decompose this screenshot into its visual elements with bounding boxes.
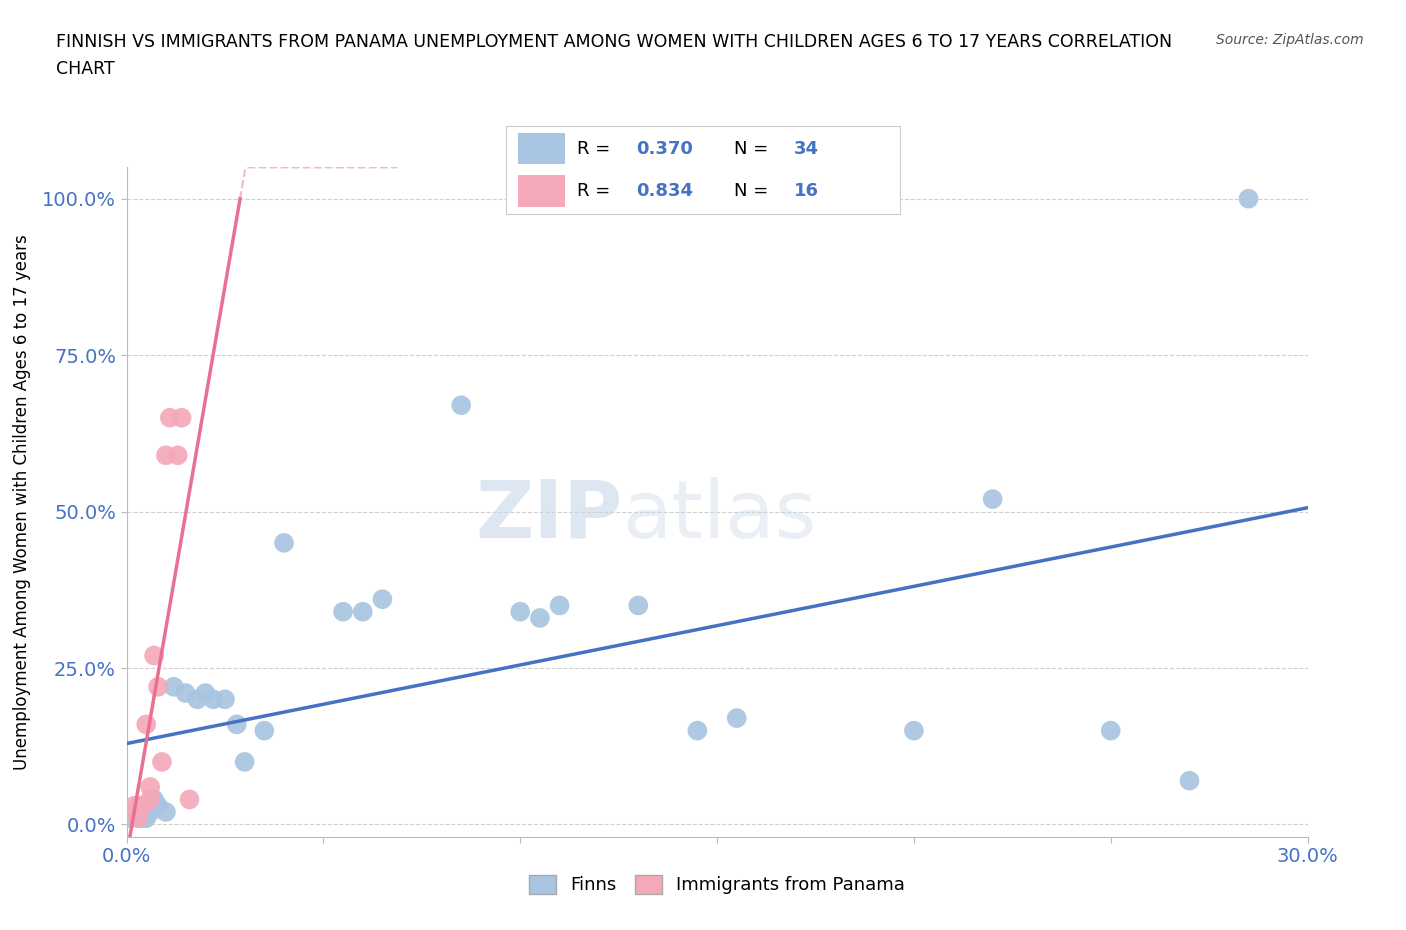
Point: [127, 798, 149, 813]
Text: N =: N =: [734, 140, 775, 157]
Text: FINNISH VS IMMIGRANTS FROM PANAMA UNEMPLOYMENT AMONG WOMEN WITH CHILDREN AGES 6 : FINNISH VS IMMIGRANTS FROM PANAMA UNEMPL…: [56, 33, 1173, 50]
Point: [120, 811, 142, 826]
Point: [548, 598, 571, 613]
Point: [627, 598, 650, 613]
Y-axis label: Unemployment Among Women with Children Ages 6 to 17 years: Unemployment Among Women with Children A…: [13, 234, 31, 770]
Point: [332, 604, 354, 619]
Point: [139, 792, 162, 807]
Point: [146, 798, 169, 813]
Point: [509, 604, 531, 619]
Point: [131, 811, 153, 826]
Point: [903, 724, 925, 738]
Point: [1237, 192, 1260, 206]
Text: 34: 34: [793, 140, 818, 157]
Point: [150, 754, 173, 769]
Text: N =: N =: [734, 182, 775, 200]
Point: [127, 811, 149, 826]
Point: [352, 604, 374, 619]
Point: [127, 804, 149, 819]
Point: [686, 724, 709, 738]
Text: ZIP: ZIP: [475, 476, 623, 554]
Point: [143, 792, 166, 807]
Text: Source: ZipAtlas.com: Source: ZipAtlas.com: [1216, 33, 1364, 46]
Point: [124, 798, 146, 813]
Text: 16: 16: [793, 182, 818, 200]
Legend: Finns, Immigrants from Panama: Finns, Immigrants from Panama: [522, 868, 912, 901]
Point: [725, 711, 748, 725]
Point: [170, 410, 193, 425]
Point: [179, 792, 201, 807]
Point: [273, 536, 295, 551]
Point: [225, 717, 247, 732]
Point: [214, 692, 236, 707]
Point: [981, 492, 1004, 507]
Point: [529, 610, 551, 625]
Point: [159, 410, 181, 425]
Bar: [517, 133, 565, 165]
Point: [155, 448, 177, 463]
Point: [135, 811, 157, 826]
Point: [120, 804, 142, 819]
Text: R =: R =: [576, 140, 616, 157]
Point: [233, 754, 256, 769]
Point: [166, 448, 188, 463]
Point: [1099, 724, 1122, 738]
Point: [139, 804, 162, 819]
Point: [174, 685, 197, 700]
Text: CHART: CHART: [56, 60, 115, 78]
Point: [131, 798, 153, 813]
Point: [371, 591, 394, 606]
Point: [194, 685, 217, 700]
Point: [163, 680, 186, 695]
Point: [1178, 773, 1201, 788]
Point: [253, 724, 276, 738]
Text: 0.834: 0.834: [636, 182, 693, 200]
Text: 0.370: 0.370: [636, 140, 693, 157]
Point: [139, 779, 162, 794]
Text: atlas: atlas: [623, 476, 817, 554]
Point: [155, 804, 177, 819]
Point: [186, 692, 208, 707]
Point: [124, 804, 146, 819]
Text: R =: R =: [576, 182, 616, 200]
Point: [143, 648, 166, 663]
Point: [202, 692, 225, 707]
Point: [146, 680, 169, 695]
Point: [450, 398, 472, 413]
Point: [135, 717, 157, 732]
Bar: [517, 175, 565, 206]
